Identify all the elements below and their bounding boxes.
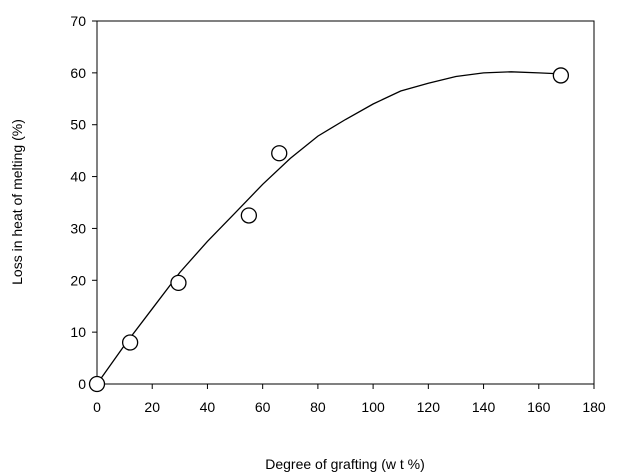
data-point bbox=[121, 334, 139, 351]
y-tick-label: 60 bbox=[70, 65, 86, 81]
x-tick-label: 120 bbox=[417, 399, 441, 415]
x-axis-title: Degree of grafting (w t %) bbox=[265, 456, 425, 472]
y-axis-title: Loss in heat of melting (%) bbox=[9, 119, 25, 285]
x-tick-label: 180 bbox=[582, 399, 606, 415]
data-markers bbox=[88, 67, 570, 393]
data-point bbox=[88, 375, 106, 393]
x-tick-label: 100 bbox=[361, 399, 385, 415]
data-point bbox=[552, 67, 570, 84]
x-tick-label: 80 bbox=[310, 399, 326, 415]
data-point bbox=[271, 145, 288, 162]
x-tick-label: 0 bbox=[93, 399, 101, 415]
x-tick-label: 140 bbox=[472, 399, 496, 415]
x-tick-label: 40 bbox=[200, 399, 216, 415]
y-axis-ticks bbox=[92, 20, 97, 385]
x-axis-ticks bbox=[96, 384, 595, 389]
x-axis-tick-labels: 0 20 40 60 80 100 120 140 160 180 bbox=[93, 399, 606, 415]
plot-area bbox=[96, 20, 595, 385]
x-tick-label: 160 bbox=[527, 399, 551, 415]
x-tick-label: 60 bbox=[255, 399, 271, 415]
y-tick-label: 50 bbox=[70, 117, 86, 133]
data-point bbox=[170, 274, 187, 292]
data-point bbox=[240, 207, 258, 224]
y-tick-label: 70 bbox=[70, 13, 86, 29]
y-axis-tick-labels: 0 10 20 30 40 50 60 70 bbox=[70, 13, 86, 392]
x-tick-label: 20 bbox=[144, 399, 160, 415]
y-tick-label: 30 bbox=[70, 220, 86, 236]
y-tick-label: 20 bbox=[70, 272, 86, 288]
y-tick-label: 0 bbox=[78, 376, 86, 392]
y-tick-label: 40 bbox=[70, 169, 86, 185]
y-tick-label: 10 bbox=[70, 324, 86, 340]
